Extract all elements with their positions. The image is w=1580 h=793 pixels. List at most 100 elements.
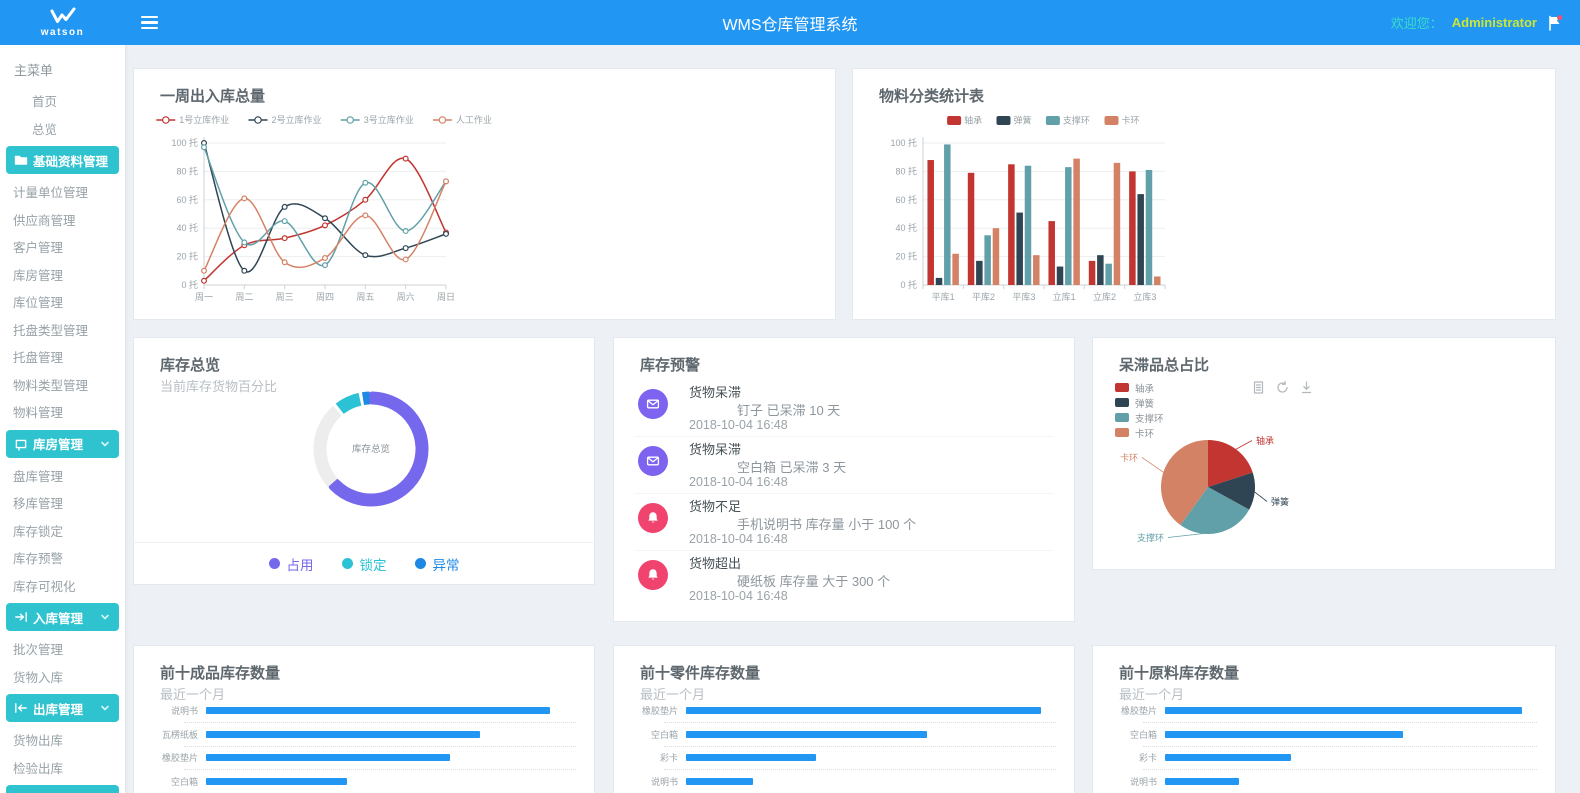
page-title: WMS仓库管理系统 [722,16,858,34]
legend-label: 轴承 [1135,383,1155,395]
svg-text:1号立库作业: 1号立库作业 [179,114,229,125]
svg-text:0 托: 0 托 [900,279,917,290]
alert-detail: 空白箱 已呆滞 3 天 [737,460,847,475]
sidebar-group-2[interactable]: 基础资料管理 [6,146,119,174]
top-parts-bar-chart[interactable]: 橡胶垫片 空白箱 彩卡 说明书 [634,704,1056,793]
hbar-bar [206,777,347,785]
sidebar-item-5[interactable]: 客户管理 [0,233,125,261]
save-image-icon[interactable] [1299,380,1314,395]
material-category-bar-chart[interactable]: 轴承 弹簧 支撑环 卡环 0 托 20 托 40 托 60 托 80 托 100 托平库1 平库2 平… [865,109,1345,319]
pie-legend-item[interactable]: 弹簧 [1115,397,1164,410]
sidebar-item-13[interactable]: 盘库管理 [0,462,125,490]
sidebar-item-8[interactable]: 托盘类型管理 [0,316,125,344]
legend-dot-icon [268,558,280,569]
donut-legend-item[interactable]: 锁定 [341,554,387,574]
weekly-io-line-chart[interactable]: 1号立库作业 2号立库作业 3号立库作业 人工作业 0 托 20 托 40 托 60 托 80 … [146,109,626,319]
legend-label: 卡环 [1135,428,1155,440]
sidebar-item-label: 托盘类型管理 [13,323,89,338]
hbar-bar [1165,754,1292,761]
restore-icon[interactable] [1275,380,1290,395]
pie-legend-item[interactable]: 轴承 [1115,382,1164,395]
pie-legend-item[interactable]: 卡环 [1115,427,1164,440]
svg-text:40 托: 40 托 [176,222,198,233]
hbar-gridline [664,745,1056,747]
alert-item[interactable]: 货物呆滞 钉子 已呆滞 10 天 2018-10-04 16:48 [634,380,1054,437]
sidebar-item-9[interactable]: 托盘管理 [0,343,125,371]
sidebar-group-21[interactable]: 出库管理 [6,694,119,722]
data-view-icon[interactable] [1251,380,1266,395]
sidebar-group-12[interactable]: 库房管理 [6,429,119,458]
hbar-bar [1165,707,1523,714]
sidebar-item-6[interactable]: 库房管理 [0,261,125,289]
alert-item[interactable]: 货物不足 手机说明书 库存量 小于 100 个 2018-10-04 16:48 [634,494,1054,551]
sidebar-item-14[interactable]: 移库管理 [0,489,125,517]
card-subtitle-parts: 最近一个月 [640,687,706,702]
logo-wordmark: watson [40,27,85,38]
hbar-track [686,754,1056,761]
legend-item[interactable]: 1号立库作业 [156,114,229,125]
sidebar-group-24-partial[interactable] [6,785,119,793]
card-top-finished-stock: 前十成品库存数量 最近一个月 说明书 瓦楞纸板 橡胶垫片 空白箱 [133,645,595,793]
sidebar-item-4[interactable]: 供应商管理 [0,206,125,234]
chevron-down-icon [99,702,111,714]
hbar-bar [206,707,551,714]
svg-text:60 托: 60 托 [176,194,198,205]
card-subtitle-finished: 最近一个月 [160,687,226,702]
inventory-donut-chart[interactable]: 库存总览 [134,383,594,541]
menu-toggle-button[interactable] [135,7,164,39]
svg-text:立库3: 立库3 [1133,291,1156,302]
alert-item[interactable]: 货物超出 硬纸板 库存量 大于 300 个 2018-10-04 16:48 [634,551,1054,608]
svg-text:平库1: 平库1 [932,291,955,302]
donut-legend-item[interactable]: 占用 [268,554,314,574]
sidebar-item-3[interactable]: 计量单位管理 [0,178,125,206]
sidebar-item-label: 出库管理 [33,702,84,717]
legend-item[interactable]: 3号立库作业 [340,114,414,125]
legend-item[interactable]: 支撑环 [1045,115,1090,126]
sidebar-item-19[interactable]: 批次管理 [0,635,125,663]
sidebar-item-17[interactable]: 库存可视化 [0,572,125,600]
pie-legend-item[interactable]: 支撑环 [1115,412,1164,425]
legend-item[interactable]: 2号立库作业 [248,114,322,125]
chevron-down-icon [99,438,111,450]
sidebar-item-10[interactable]: 物料类型管理 [0,371,125,399]
legend-item[interactable]: 轴承 [947,115,982,126]
sidebar-item-label: 库房管理 [13,268,64,283]
top-finished-bar-chart[interactable]: 说明书 瓦楞纸板 橡胶垫片 空白箱 [154,704,576,793]
hbar-track [206,707,576,714]
sidebar-item-22[interactable]: 货物出库 [0,726,125,754]
hbar-track [206,754,576,761]
sidebar-item-7[interactable]: 库位管理 [0,288,125,316]
sidebar-item-20[interactable]: 货物入库 [0,663,125,691]
legend-label: 锁定 [359,557,387,573]
legend-item[interactable]: 弹簧 [996,115,1032,126]
sidebar-item-16[interactable]: 库存预警 [0,544,125,572]
stagnant-pie-chart[interactable]: 轴承 弹簧 支撑环 卡环 [1093,422,1557,571]
legend-item[interactable]: 人工作业 [432,114,492,125]
sidebar-item-11[interactable]: 物料管理 [0,398,125,426]
hbar-track [1165,730,1537,738]
sidebar-item-label: 货物出库 [13,734,64,749]
svg-text:周五: 周五 [356,292,374,302]
top-raw-bar-chart[interactable]: 橡胶垫片 空白箱 彩卡 说明书 [1113,704,1537,793]
sidebar-item-0[interactable]: 首页 [0,87,125,115]
donut-legend-item[interactable]: 异常 [414,554,460,574]
sidebar-item-1[interactable]: 总览 [0,115,125,143]
notification-flag-icon[interactable] [1546,14,1564,32]
home-icon [13,94,27,108]
bell-icon [638,503,668,533]
alert-item[interactable]: 货物呆滞 空白箱 已呆滞 3 天 2018-10-04 16:48 [634,437,1054,494]
main-content: 一周出入库总量 1号立库作业 2号立库作业 3号立库作业 人工作业 0 托 20 托 40 … [125,45,1580,793]
hbar-row: 空白箱 [154,775,576,788]
legend-item[interactable]: 卡环 [1104,115,1140,126]
username[interactable]: Administrator [1451,15,1537,30]
sidebar-item-15[interactable]: 库存锁定 [0,517,125,545]
sidebar-item-23[interactable]: 检验出库 [0,754,125,782]
sidebar-item-label: 计量单位管理 [13,186,89,201]
hbar-row: 橡胶垫片 [154,751,576,764]
app-logo[interactable]: watson [0,0,125,45]
sidebar-group-18[interactable]: 入库管理 [6,603,119,631]
sidebar-item-label: 货物入库 [13,670,64,685]
svg-text:周一: 周一 [195,292,213,302]
legend-label: 异常 [432,557,460,573]
